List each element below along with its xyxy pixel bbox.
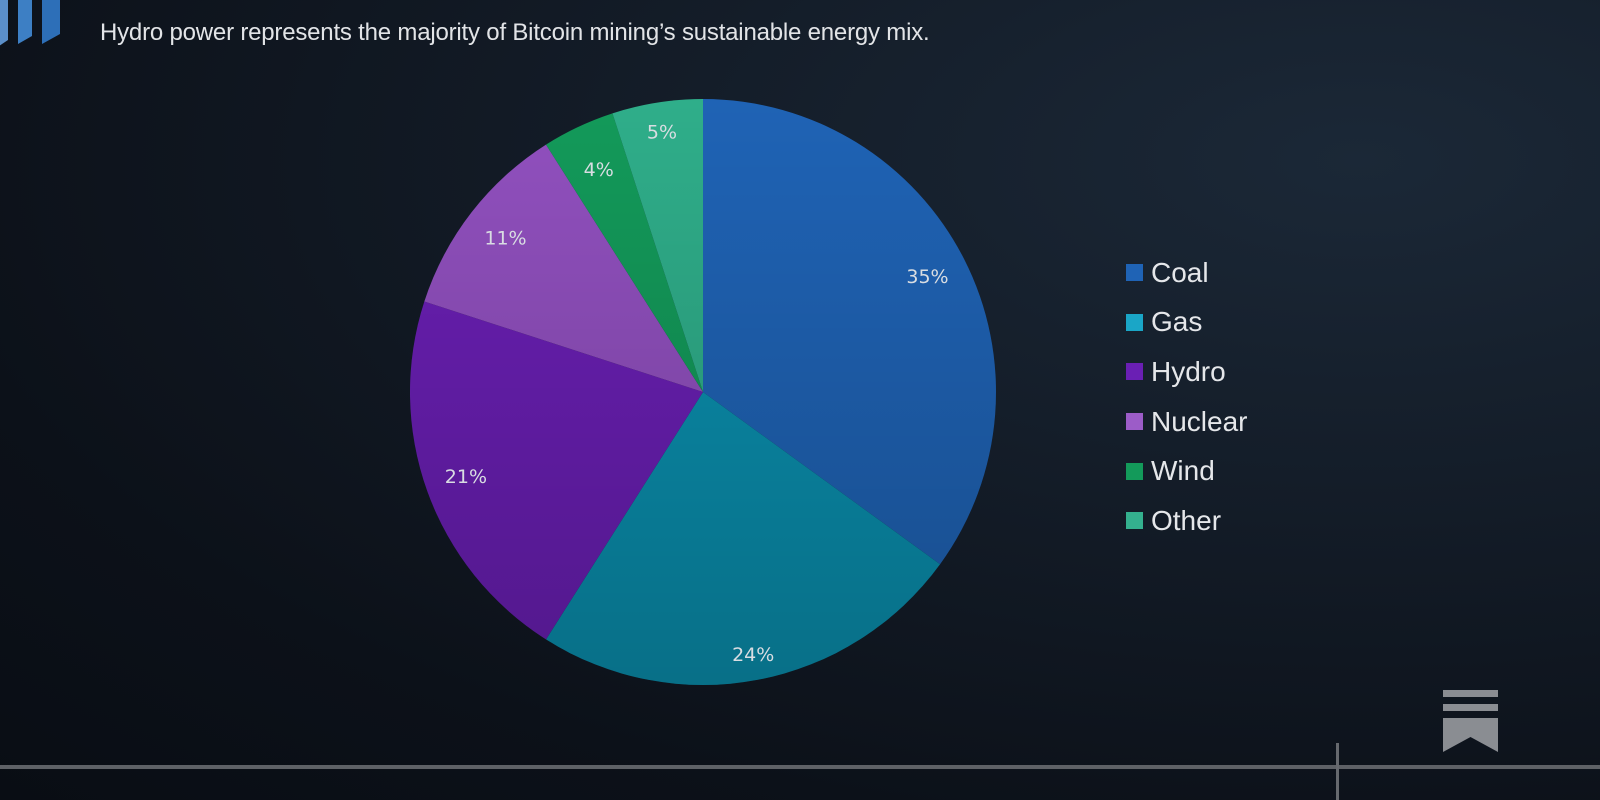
legend-item-hydro[interactable]: Hydro <box>1126 347 1247 397</box>
legend-label-gas: Gas <box>1151 306 1203 338</box>
legend-label-wind: Wind <box>1151 455 1215 487</box>
legend-swatch-wind <box>1126 462 1143 480</box>
legend-swatch-coal <box>1126 264 1143 282</box>
slice-label-gas: 24% <box>732 644 774 666</box>
slice-label-hydro: 21% <box>445 466 487 488</box>
legend-item-wind[interactable]: Wind <box>1126 446 1247 496</box>
legend-label-other: Other <box>1151 504 1222 536</box>
divider-line <box>0 765 1600 769</box>
legend-label-coal: Coal <box>1151 256 1209 288</box>
legend-swatch-nuclear <box>1126 413 1143 431</box>
legend-label-hydro: Hydro <box>1151 355 1226 387</box>
chart-subtitle: Hydro power represents the majority of B… <box>100 19 930 46</box>
legend-swatch-hydro <box>1126 363 1143 381</box>
slice-label-coal: 35% <box>906 266 948 288</box>
legend-label-nuclear: Nuclear <box>1151 405 1248 437</box>
legend-item-other[interactable]: Other <box>1126 496 1247 546</box>
legend-item-gas[interactable]: Gas <box>1126 298 1247 348</box>
pie-slice-labels: 35% 24% 21% 11% 4% 5% <box>445 122 949 666</box>
bar-columns-logo-icon <box>0 0 60 46</box>
legend-item-nuclear[interactable]: Nuclear <box>1126 397 1247 447</box>
legend-item-coal[interactable]: Coal <box>1126 248 1247 298</box>
bookmark-icon[interactable] <box>1443 690 1498 752</box>
pie-slices <box>409 99 996 686</box>
legend-swatch-other <box>1126 512 1143 530</box>
slice-label-nuclear: 11% <box>484 227 526 249</box>
legend-swatch-gas <box>1126 313 1143 331</box>
timeline-marker[interactable] <box>1336 743 1339 800</box>
slice-label-other: 5% <box>647 122 677 144</box>
slice-label-wind: 4% <box>584 159 614 181</box>
chart-legend: Coal Gas Hydro Nuclear Wind Other <box>1126 248 1247 546</box>
